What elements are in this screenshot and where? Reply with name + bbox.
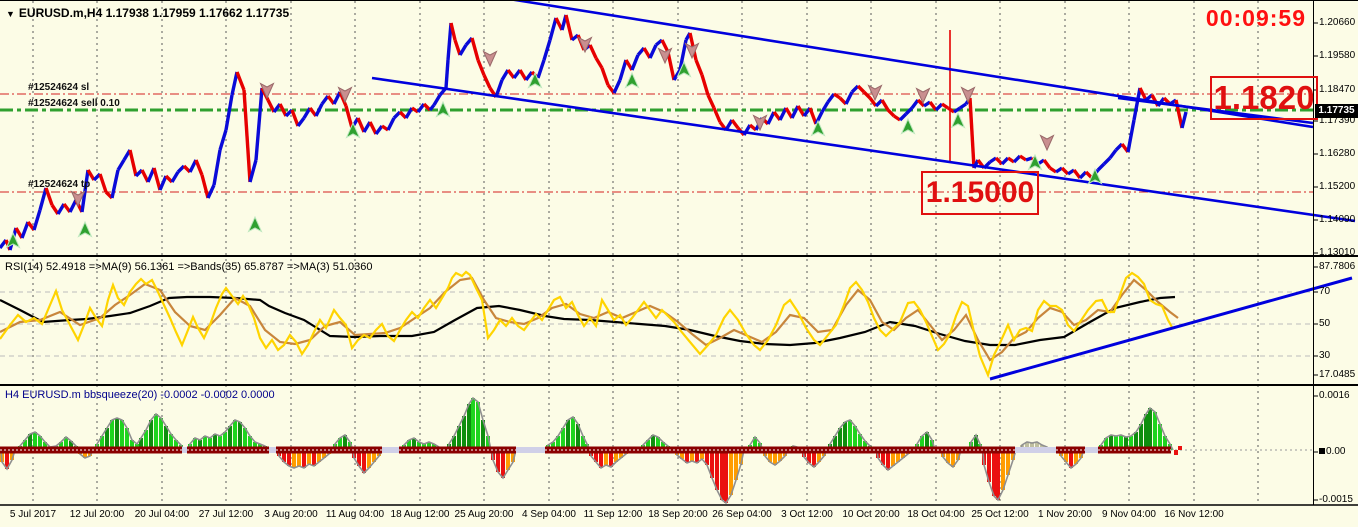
buy-arrow-icon <box>1027 153 1043 171</box>
axis-value-label: 1.13010 <box>1319 247 1356 258</box>
axis-value-label: 0.0016 <box>1319 390 1350 401</box>
axis-value-label: 50 <box>1319 318 1331 329</box>
trade-lines[interactable] <box>0 93 1313 193</box>
buy-arrow-icon <box>1087 167 1103 185</box>
rsi-curves <box>0 270 1353 381</box>
time-axis-label: 26 Sep 04:00 <box>712 509 772 520</box>
sell-arrow-icon <box>577 36 593 54</box>
buy-arrow-icon <box>435 100 451 118</box>
time-axis-label: 3 Aug 20:00 <box>264 509 318 520</box>
rsi-indicator-label: RSI(14) 52.4918 =>MA(9) 56.1361 =>Bands(… <box>5 261 373 273</box>
signal-arrows[interactable] <box>5 36 1103 249</box>
axis-value-label: 17.0485 <box>1319 369 1356 380</box>
buy-arrow-icon <box>77 220 93 238</box>
time-axis-label: 5 Jul 2017 <box>9 509 57 520</box>
sell-order-line-label: #12524624 sell 0.10 <box>28 98 120 109</box>
time-axis-label: 18 Sep 20:00 <box>648 509 708 520</box>
squeeze-band <box>0 446 1171 454</box>
time-axis-label: 20 Jul 04:00 <box>134 509 190 520</box>
axis-ticks <box>1313 22 1318 501</box>
buy-arrow-icon <box>527 71 543 89</box>
buy-arrow-icon <box>247 215 263 233</box>
buy-arrow-icon <box>810 119 826 137</box>
candle-countdown-timer: 00:09:59 <box>1205 5 1306 31</box>
axis-value-label: 1.14090 <box>1319 214 1356 225</box>
axis-value-label: 1.18470 <box>1319 84 1356 95</box>
squeeze-histogram <box>0 396 1182 505</box>
sell-arrow-icon <box>752 114 768 132</box>
panel-borders <box>0 0 1358 506</box>
axis-value-label: 1.16280 <box>1319 148 1356 159</box>
symbol-dropdown-icon[interactable]: ▼ <box>6 9 15 19</box>
axis-value-label: 1.20660 <box>1319 17 1356 28</box>
symbol-ohlc-text: EURUSD.m,H4 1.17938 1.17959 1.17662 1.17… <box>18 6 290 20</box>
time-axis-label: 3 Oct 12:00 <box>781 509 833 520</box>
time-axis-label: 1 Nov 20:00 <box>1038 509 1092 520</box>
symbol-ohlc-header: ▼ EURUSD.m,H4 1.17938 1.17959 1.17662 1.1… <box>6 6 289 20</box>
sell-arrow-icon <box>259 82 275 100</box>
axis-value-label: -0.0015 <box>1319 494 1353 505</box>
time-axis-label: 18 Oct 04:00 <box>907 509 965 520</box>
sell-arrow-icon <box>915 87 931 105</box>
grid-lines <box>32 1 1259 505</box>
time-axis-label: 12 Jul 20:00 <box>69 509 125 520</box>
resistance-price-label[interactable]: 1.1820 <box>1210 76 1318 120</box>
buy-arrow-icon <box>900 117 916 135</box>
sell-arrow-icon <box>70 190 86 208</box>
sell-arrow-icon <box>960 86 976 104</box>
time-axis-label: 9 Nov 04:00 <box>1102 509 1156 520</box>
buy-arrow-icon <box>950 111 966 129</box>
rsi-trendline[interactable] <box>989 276 1353 381</box>
axis-value-label: 0.00 <box>1319 446 1345 457</box>
axis-value-label: 1.15200 <box>1319 181 1356 192</box>
stop-loss-line-label: #12524624 sl <box>28 82 90 93</box>
buy-arrow-icon <box>624 71 640 89</box>
sell-arrow-icon <box>684 42 700 60</box>
time-axis-label: 10 Oct 20:00 <box>842 509 900 520</box>
current-value-marker <box>1319 448 1325 454</box>
axis-value-label: 70 <box>1319 286 1331 297</box>
axis-value-label: 87.7806 <box>1319 261 1356 272</box>
support-price-label[interactable]: 1.15000 <box>921 171 1039 215</box>
buy-arrow-icon <box>345 121 361 139</box>
time-axis-label: 11 Sep 12:00 <box>583 509 643 520</box>
rsi-line <box>0 270 1174 379</box>
time-axis-label: 27 Jul 12:00 <box>198 509 254 520</box>
axis-value-label: 1.17390 <box>1319 115 1356 126</box>
sell-arrow-icon <box>337 86 353 104</box>
sell-arrow-icon <box>657 47 673 65</box>
rsi-ma-line <box>0 276 1179 362</box>
axis-value-label: 30 <box>1319 350 1331 361</box>
time-axis-label: 16 Nov 12:00 <box>1164 509 1224 520</box>
take-profit-line-label: #12524624 tp <box>28 179 91 190</box>
rsi-level-lines <box>0 291 1313 357</box>
squeeze-indicator-label: H4 EURUSD.m bbsqueeze(20) -0.0002 -0.000… <box>5 389 275 401</box>
sell-arrow-icon <box>482 50 498 68</box>
time-axis-label: 25 Aug 20:00 <box>454 509 514 520</box>
buy-arrow-icon <box>5 231 21 249</box>
axis-value-label: 1.19580 <box>1319 50 1356 61</box>
buy-arrow-icon <box>676 60 692 78</box>
current-price-box: 1.17735 <box>1315 104 1358 118</box>
time-axis-label: 18 Aug 12:00 <box>390 509 450 520</box>
sell-arrow-icon <box>867 84 883 102</box>
time-axis-label: 11 Aug 04:00 <box>325 509 385 520</box>
time-axis-label: 4 Sep 04:00 <box>522 509 576 520</box>
time-axis-label: 25 Oct 12:00 <box>971 509 1029 520</box>
sell-arrow-icon <box>1039 134 1055 152</box>
